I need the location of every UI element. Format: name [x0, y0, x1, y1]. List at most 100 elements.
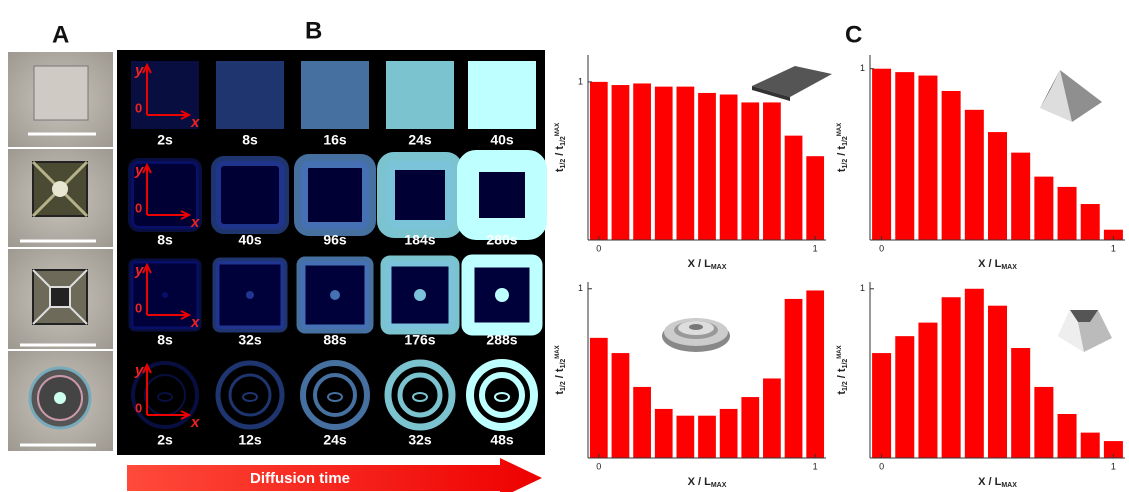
tile [216, 61, 284, 129]
bar [918, 75, 938, 240]
tile [301, 61, 369, 129]
axis-glyph-x: x [190, 214, 200, 231]
bar [784, 298, 803, 458]
bar [872, 68, 892, 240]
bar [654, 408, 673, 458]
tile-center [330, 290, 340, 300]
tile-ring [479, 372, 525, 418]
panel-label: C [845, 21, 862, 48]
bar [719, 408, 738, 458]
panel-label: B [305, 17, 322, 44]
y-axis-label-part: 1/2 [560, 136, 567, 146]
y-axis-label: t1/2 / t1/2MAX [836, 345, 849, 394]
y-axis-label: t1/2 / t1/2MAX [554, 123, 567, 172]
bar [633, 386, 651, 458]
bar [941, 90, 961, 240]
axis-glyph-origin: 0 [135, 100, 142, 115]
axis-glyph-y: y [134, 362, 144, 379]
tile-ring [228, 373, 272, 417]
fluorescence-tiles: 2s y 0 x 8s 16s 24s 40s 8s y 0 x 40s 96s 184s 280s 8s y 0 x… [128, 61, 547, 448]
x-axis-label: X / LMAX [688, 476, 727, 489]
tile-center [242, 392, 258, 402]
time-label: 12s [238, 432, 262, 448]
tile [131, 361, 199, 429]
axis-glyph-y: y [134, 162, 144, 179]
tile-center [495, 288, 509, 302]
y-axis-label-part: t [836, 391, 848, 395]
bar [763, 378, 781, 458]
axis-glyph [142, 62, 192, 120]
y-axis-label-part: MAX [555, 345, 561, 358]
tile-ring [397, 372, 443, 418]
axis-glyph-origin: 0 [135, 200, 142, 215]
bar [589, 337, 608, 458]
bar [964, 109, 984, 240]
time-label: 32s [238, 332, 262, 348]
y-axis-label-part: t [836, 168, 848, 172]
micrographs [8, 52, 113, 451]
axis-glyph-x: x [190, 114, 200, 131]
tile [215, 360, 285, 430]
bar [806, 290, 825, 458]
bar [987, 132, 1008, 240]
x-axis-label-part: X / L [978, 476, 1002, 488]
bar [1034, 176, 1054, 240]
bar [698, 92, 716, 240]
bar [676, 86, 695, 240]
time-label: 24s [408, 132, 432, 148]
bar [654, 86, 673, 240]
time-label: 16s [323, 132, 347, 148]
tile [300, 360, 370, 430]
bar [1080, 204, 1100, 240]
x-axis-label-part: MAX [711, 482, 727, 489]
tile-center [494, 392, 510, 402]
x-tick-label: 1 [813, 243, 818, 253]
bar [611, 353, 630, 458]
time-label: 2s [157, 432, 173, 448]
y-axis-label-part: 1/2 [842, 159, 849, 169]
time-label: 8s [157, 232, 173, 248]
x-tick-label: 1 [1111, 461, 1116, 471]
y-tick-label: 1 [578, 283, 583, 293]
x-axis-label-part: X / L [688, 476, 712, 488]
bar [1080, 432, 1100, 458]
tile-center [414, 289, 426, 301]
axis-glyph-x: x [190, 414, 200, 431]
y-axis-label-part: 1/2 [842, 359, 849, 369]
time-label: 24s [323, 432, 347, 448]
time-label: 176s [404, 332, 435, 348]
time-label: 8s [242, 132, 258, 148]
y-axis-label-part: 1/2 [560, 381, 567, 391]
bar [1011, 348, 1031, 458]
y-axis-label-part: 1/2 [842, 381, 849, 391]
tile-ring [313, 373, 357, 417]
y-axis-label-part: 1/2 [842, 136, 849, 146]
x-axis-label-part: X / L [688, 258, 712, 270]
y-tick-label: 1 [860, 63, 865, 73]
x-tick-label: 1 [813, 461, 818, 471]
bar [1057, 414, 1077, 458]
x-axis-label: X / LMAX [688, 258, 727, 271]
bar [719, 94, 738, 241]
tile [294, 154, 376, 236]
time-label: 2s [157, 132, 173, 148]
bar [763, 102, 781, 240]
time-label: 88s [323, 332, 347, 348]
y-axis-label-part: t [554, 391, 566, 395]
y-axis-label-part: / t [836, 368, 848, 381]
bar [872, 353, 892, 458]
tile [384, 359, 456, 431]
y-axis-label-part: t [554, 168, 566, 172]
x-tick-label: 0 [879, 461, 884, 471]
x-axis-label-part: X / L [978, 258, 1002, 270]
inset-plate [752, 66, 832, 101]
y-axis-label-part: / t [554, 368, 566, 381]
inset-rings [662, 318, 730, 352]
panel-label: A [52, 21, 69, 48]
bar [895, 336, 915, 458]
y-axis-label-part: 1/2 [560, 359, 567, 369]
y-axis-label: t1/2 / t1/2MAX [836, 123, 849, 172]
diffusion-arrow: Diffusion time [127, 458, 542, 492]
tile [466, 359, 538, 431]
